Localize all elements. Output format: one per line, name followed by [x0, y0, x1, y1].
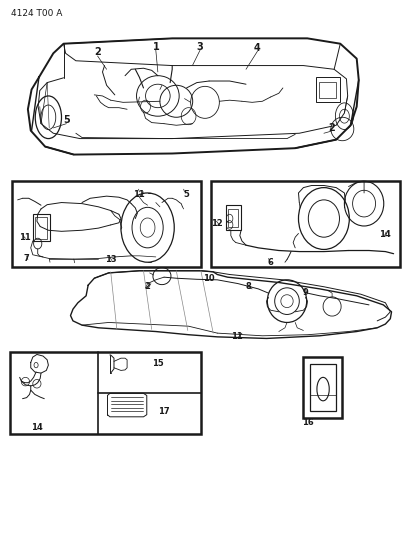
Bar — [315, 77, 339, 102]
Bar — [35, 217, 47, 239]
Text: 1: 1 — [153, 42, 160, 52]
Bar — [225, 205, 240, 230]
Text: 14: 14 — [31, 424, 43, 432]
Text: 9: 9 — [302, 288, 308, 296]
Bar — [10, 352, 200, 434]
Text: 14: 14 — [379, 230, 390, 239]
Text: 11: 11 — [19, 233, 30, 241]
Text: 10: 10 — [203, 274, 214, 282]
Text: 5: 5 — [63, 116, 70, 125]
Text: 16: 16 — [302, 418, 313, 427]
Text: 13: 13 — [105, 255, 116, 264]
Bar — [33, 214, 50, 241]
Text: 3: 3 — [196, 42, 203, 52]
Text: 2: 2 — [94, 47, 101, 57]
Text: 12: 12 — [211, 220, 222, 228]
Text: 15: 15 — [152, 359, 163, 368]
Bar — [12, 181, 200, 266]
Text: 2: 2 — [144, 282, 150, 291]
Bar — [318, 82, 335, 98]
Bar — [227, 209, 237, 227]
Bar — [211, 181, 399, 266]
Text: 6: 6 — [267, 258, 273, 266]
Text: 4: 4 — [254, 43, 260, 53]
Text: 11: 11 — [133, 190, 145, 199]
Text: 4124 T00 A: 4124 T00 A — [11, 10, 63, 18]
Text: 8: 8 — [245, 282, 250, 291]
Text: 11: 11 — [231, 333, 242, 341]
Text: 17: 17 — [158, 407, 169, 416]
Text: 5: 5 — [183, 190, 189, 199]
Text: 7: 7 — [24, 254, 29, 263]
Bar — [303, 357, 342, 418]
Bar — [309, 364, 335, 411]
Text: 2: 2 — [327, 123, 334, 133]
